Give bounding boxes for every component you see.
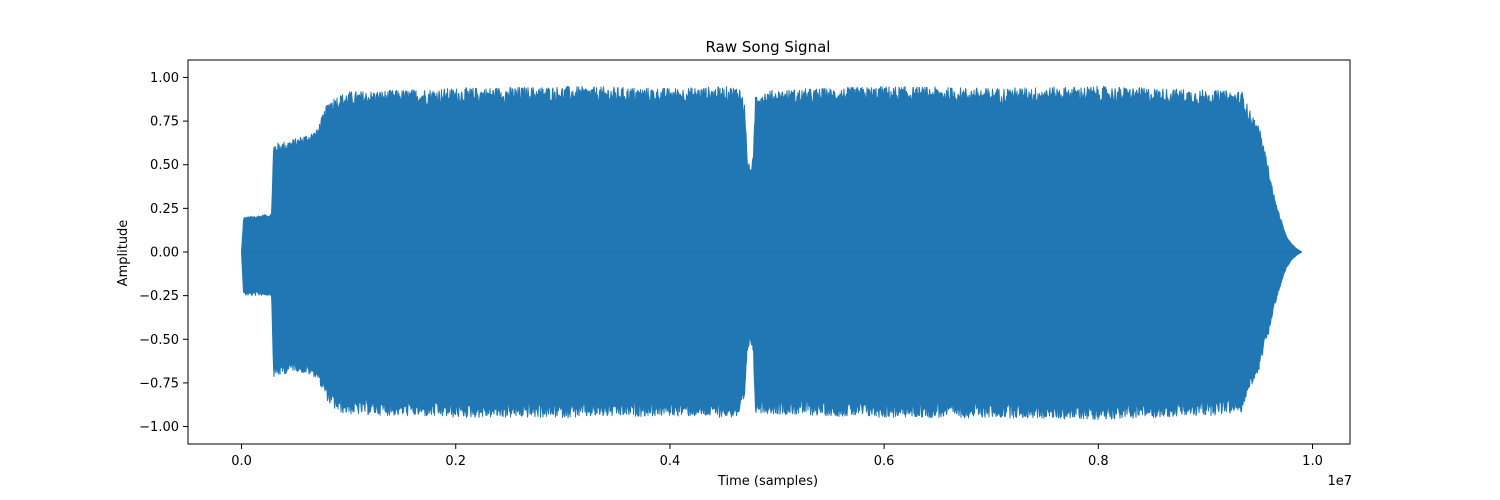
x-axis: 0.0 0.2 0.4 0.6 0.8 1.0: [231, 444, 1323, 469]
x-tick-label: 0.0: [231, 454, 252, 469]
plot-area: [241, 85, 1302, 420]
y-axis-label: Amplitude: [116, 220, 131, 287]
y-tick-label: 1.00: [150, 71, 179, 86]
x-tick-label: 1.0: [1302, 454, 1323, 469]
y-tick-label: −1.00: [139, 420, 179, 435]
x-tick-label: 0.2: [445, 454, 466, 469]
x-tick-label: 0.4: [660, 454, 681, 469]
x-tick-label: 0.8: [1088, 454, 1109, 469]
x-tick-label: 0.6: [874, 454, 895, 469]
y-tick-label: 0.50: [150, 158, 179, 173]
y-tick-label: 0.25: [150, 202, 179, 217]
axes-frame: [187, 59, 1351, 445]
chart-title: Raw Song Signal: [706, 38, 831, 56]
y-axis: −1.00 −0.75 −0.50 −0.25 0.00 0.25 0.50 0.75 1.00: [139, 71, 188, 435]
x-axis-label: Time (samples): [717, 474, 818, 489]
y-tick-label: −0.50: [139, 333, 179, 348]
x-axis-offset-label: 1e7: [1327, 474, 1352, 489]
y-tick-label: −0.25: [139, 289, 179, 304]
y-tick-label: 0.00: [150, 246, 179, 261]
waveform-series: [241, 85, 1302, 420]
y-tick-label: 0.75: [150, 115, 179, 130]
y-tick-label: −0.75: [139, 376, 179, 391]
